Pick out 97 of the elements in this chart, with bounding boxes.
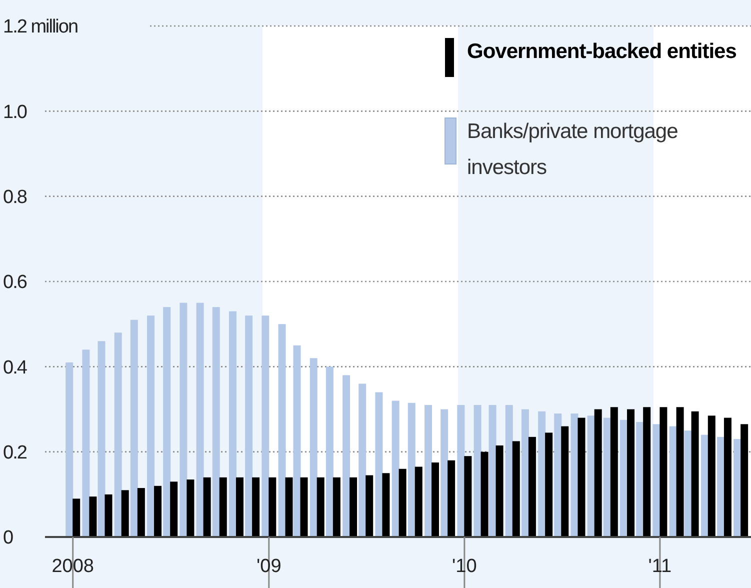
x-tick-label: '11	[648, 556, 672, 577]
bar	[691, 411, 699, 537]
bar	[300, 477, 308, 537]
y-tick-label: 0	[3, 528, 13, 549]
y-tick-label: 0.8	[3, 186, 27, 208]
y-tick-label: 1.0	[3, 102, 27, 123]
bar	[114, 332, 122, 537]
bar	[496, 445, 504, 537]
bar	[252, 477, 260, 537]
bar	[342, 375, 350, 537]
x-tick-label: 2008	[52, 556, 94, 577]
bar	[72, 498, 80, 537]
bar	[293, 345, 301, 537]
bar	[716, 436, 724, 537]
bar	[285, 477, 293, 537]
bar	[570, 414, 578, 537]
bar	[610, 407, 618, 537]
bar	[660, 407, 668, 537]
bar	[262, 316, 270, 537]
bar	[740, 424, 748, 537]
bar	[424, 404, 432, 537]
bar	[98, 341, 106, 537]
bar	[545, 432, 553, 537]
bar	[375, 392, 383, 537]
bar	[505, 404, 513, 537]
bar	[382, 473, 390, 537]
x-tick-label: '09	[256, 556, 282, 577]
bar	[316, 477, 324, 537]
bar	[643, 407, 651, 537]
bar	[66, 362, 74, 537]
y-tick-label: 0.6	[3, 272, 27, 294]
bar	[180, 302, 188, 537]
bar	[358, 384, 366, 537]
bar	[350, 477, 358, 537]
bar	[104, 494, 112, 537]
bar	[457, 404, 465, 537]
bar	[212, 307, 220, 537]
bar	[236, 477, 244, 537]
bar	[89, 496, 97, 537]
bar	[414, 466, 422, 537]
bar	[448, 460, 456, 537]
bar	[268, 477, 276, 537]
bar	[724, 418, 732, 537]
x-tick-label: '10	[452, 556, 477, 577]
bar	[578, 418, 586, 537]
bar	[326, 366, 334, 537]
y-tick-label: 0.4	[3, 357, 28, 378]
bar	[669, 426, 677, 537]
bar	[652, 424, 660, 537]
bar	[278, 324, 286, 537]
bar	[512, 441, 520, 537]
bar	[474, 404, 482, 537]
bar	[636, 422, 644, 537]
bar	[186, 480, 194, 537]
bar	[431, 462, 439, 537]
bar	[528, 436, 536, 537]
bar	[163, 307, 171, 537]
bar	[587, 416, 595, 537]
bar	[245, 316, 253, 537]
bar	[708, 416, 716, 537]
bar	[196, 302, 204, 537]
bar	[627, 409, 635, 537]
bar	[603, 418, 611, 537]
bar	[521, 409, 529, 537]
y-tick-label: 1.2 million	[3, 16, 78, 38]
legend-label: Government-backed entities	[467, 39, 738, 65]
y-tick-label: 0.2	[3, 442, 27, 464]
bar	[121, 490, 129, 537]
bar	[332, 477, 340, 537]
bar	[398, 468, 406, 537]
bar	[700, 434, 708, 537]
bar	[203, 477, 211, 537]
bar	[594, 409, 602, 537]
bar	[734, 439, 742, 537]
bar	[392, 400, 400, 537]
bar	[147, 316, 155, 537]
bar	[684, 430, 692, 537]
bar	[561, 426, 569, 537]
bar	[82, 350, 90, 537]
bar	[440, 409, 448, 537]
bar	[219, 477, 227, 537]
bar	[464, 456, 472, 537]
bar	[554, 414, 562, 537]
bar	[310, 358, 318, 537]
legend-label: Banks/private mortgage investors	[467, 119, 679, 181]
bar	[676, 407, 684, 537]
bar	[130, 320, 138, 537]
bar	[170, 482, 178, 537]
bar	[488, 404, 496, 537]
bar	[366, 475, 374, 537]
bar	[480, 452, 488, 537]
bar	[228, 311, 236, 537]
bar	[154, 486, 162, 537]
bar	[620, 420, 628, 537]
bar	[538, 411, 546, 537]
bar	[137, 488, 145, 537]
bar	[408, 402, 416, 537]
